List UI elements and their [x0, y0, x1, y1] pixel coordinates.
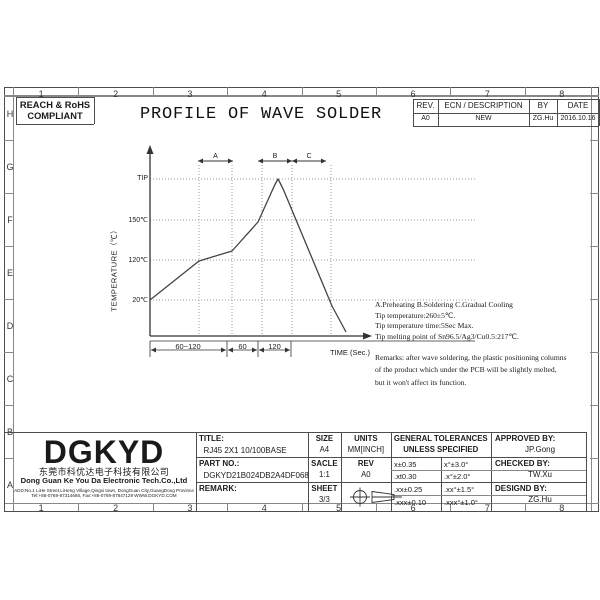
- svg-text:B: B: [273, 153, 278, 160]
- svg-text:60: 60: [238, 342, 246, 351]
- svg-text:C: C: [306, 153, 311, 160]
- svg-text:A: A: [213, 153, 218, 160]
- svg-text:60~120: 60~120: [175, 342, 200, 351]
- svg-text:120: 120: [268, 342, 281, 351]
